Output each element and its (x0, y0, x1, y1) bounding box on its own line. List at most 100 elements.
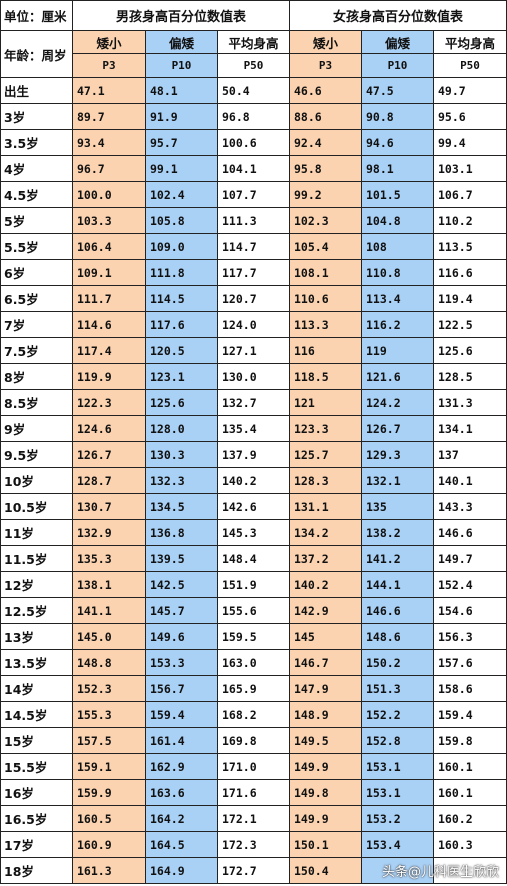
boys-p10-cell: 153.3 (145, 649, 218, 676)
boys-p3-cell: 126.7 (72, 441, 146, 468)
boys-p10-cell: 99.1 (145, 155, 218, 182)
age-cell: 8岁 (0, 363, 73, 390)
girls-p50-cell: 49.7 (433, 77, 507, 104)
girls-p10-cell: 141.2 (361, 545, 434, 572)
girls-p3-cell: 125.7 (289, 441, 362, 468)
age-cell: 13岁 (0, 623, 73, 650)
girls-p50-cell: 122.5 (433, 311, 507, 338)
girls-p3-cell: 46.6 (289, 77, 362, 104)
table-row: 8岁 119.9 123.1 130.0 118.5 121.6 128.5 (0, 363, 507, 390)
girls-p50-cell: 160.1 (433, 753, 507, 780)
girls-p3-cell: 108.1 (289, 259, 362, 286)
girls-p50-cell: 140.1 (433, 467, 507, 494)
boys-p10-cell: 134.5 (145, 493, 218, 520)
girls-p10-cell: 144.1 (361, 571, 434, 598)
girls-p3-label: P3 (289, 53, 362, 78)
boys-p50-cell: 124.0 (217, 311, 290, 338)
boys-p50-cell: 130.0 (217, 363, 290, 390)
boys-p50-cell: 163.0 (217, 649, 290, 676)
boys-p3-cell: 100.0 (72, 181, 146, 208)
boys-p10-cell: 161.4 (145, 727, 218, 754)
girls-p50-cell: 116.6 (433, 259, 507, 286)
age-cell: 10岁 (0, 467, 73, 494)
boys-p10-cell: 163.6 (145, 779, 218, 806)
girls-p50-cell: 125.6 (433, 337, 507, 364)
boys-p10-cell: 164.9 (145, 857, 218, 884)
girls-p3-cell: 149.8 (289, 779, 362, 806)
boys-p10-label: P10 (145, 53, 218, 78)
girls-p10-cell: 108 (361, 233, 434, 260)
boys-p10-cell: 145.7 (145, 597, 218, 624)
girls-p50-label: P50 (433, 53, 507, 78)
age-cell: 5.5岁 (0, 233, 73, 260)
boys-p10-cell: 164.2 (145, 805, 218, 832)
girls-p10-cell: 90.8 (361, 103, 434, 130)
girls-p50-cell: 154.6 (433, 597, 507, 624)
table-row: 14.5岁 155.3 159.4 168.2 148.9 152.2 159.4 (0, 701, 507, 728)
percentile-row: P3 P10 P50 P3 P10 P50 (1, 53, 507, 78)
table-row: 3.5岁 93.4 95.7 100.6 92.4 94.6 99.4 (0, 129, 507, 156)
girls-p10-cell: 104.8 (361, 207, 434, 234)
girls-p50-cell: 159.8 (433, 727, 507, 754)
table-row: 17岁 160.9 164.5 172.3 150.1 153.4 160.3 (0, 831, 507, 858)
boys-p50-cell: 137.9 (217, 441, 290, 468)
boys-p3-cell: 96.7 (72, 155, 146, 182)
boys-p50-cell: 127.1 (217, 337, 290, 364)
girls-p50-cell: 103.1 (433, 155, 507, 182)
table-row: 5.5岁 106.4 109.0 114.7 105.4 108 113.5 (0, 233, 507, 260)
girls-p10-cell: 116.2 (361, 311, 434, 338)
girls-p10-cell: 47.5 (361, 77, 434, 104)
age-cell: 18岁 (0, 857, 73, 884)
boys-p3-cell: 117.4 (72, 337, 146, 364)
boys-p3-cell: 103.3 (72, 207, 146, 234)
boys-p3-cell: 148.8 (72, 649, 146, 676)
table-row: 8.5岁 122.3 125.6 132.7 121 124.2 131.3 (0, 389, 507, 416)
girls-p50-cell: 110.2 (433, 207, 507, 234)
age-cell: 7.5岁 (0, 337, 73, 364)
boys-p3-cell: 155.3 (72, 701, 146, 728)
girls-p10-cell: 150.2 (361, 649, 434, 676)
girls-p3-cell: 146.7 (289, 649, 362, 676)
boys-p3-cell: 93.4 (72, 129, 146, 156)
boys-p10-cell: 142.5 (145, 571, 218, 598)
girls-p50-cell: 95.6 (433, 103, 507, 130)
boys-p10-cell: 117.6 (145, 311, 218, 338)
table-row: 10岁 128.7 132.3 140.2 128.3 132.1 140.1 (0, 467, 507, 494)
boys-p10-cell: 132.3 (145, 467, 218, 494)
table-row: 6.5岁 111.7 114.5 120.7 110.6 113.4 119.4 (0, 285, 507, 312)
girls-p10-cell: 152.8 (361, 727, 434, 754)
girls-p3-cell: 150.4 (289, 857, 362, 884)
table-row: 11岁 132.9 136.8 145.3 134.2 138.2 146.6 (0, 519, 507, 546)
age-cell: 8.5岁 (0, 389, 73, 416)
girls-p50-cell: 157.6 (433, 649, 507, 676)
girls-p50-cell (433, 857, 507, 884)
table-row: 7岁 114.6 117.6 124.0 113.3 116.2 122.5 (0, 311, 507, 338)
girls-p50-cell: 159.4 (433, 701, 507, 728)
girls-p10-cell: 121.6 (361, 363, 434, 390)
girls-p10-cell: 94.6 (361, 129, 434, 156)
girls-below-avg-header: 偏矮 (361, 30, 434, 54)
boys-p10-cell: 136.8 (145, 519, 218, 546)
boys-p50-cell: 165.9 (217, 675, 290, 702)
girls-p50-cell: 99.4 (433, 129, 507, 156)
boys-p50-cell: 151.9 (217, 571, 290, 598)
girls-p50-cell: 152.4 (433, 571, 507, 598)
category-row: 年龄：周岁 矮小 偏矮 平均身高 矮小 偏矮 平均身高 (0, 30, 507, 78)
girls-p50-cell: 134.1 (433, 415, 507, 442)
boys-p10-cell: 159.4 (145, 701, 218, 728)
girls-p3-cell: 149.9 (289, 753, 362, 780)
age-cell: 6岁 (0, 259, 73, 286)
boys-p3-cell: 132.9 (72, 519, 146, 546)
girls-p3-cell: 134.2 (289, 519, 362, 546)
age-cell: 3岁 (0, 103, 73, 130)
boys-p50-cell: 148.4 (217, 545, 290, 572)
table-row: 16.5岁 160.5 164.2 172.1 149.9 153.2 160.2 (0, 805, 507, 832)
boys-p50-cell: 135.4 (217, 415, 290, 442)
boys-p10-cell: 123.1 (145, 363, 218, 390)
girls-p10-cell: 113.4 (361, 285, 434, 312)
age-cell: 12岁 (0, 571, 73, 598)
girls-p3-cell: 149.9 (289, 805, 362, 832)
boys-p10-cell: 139.5 (145, 545, 218, 572)
boys-p50-cell: 172.3 (217, 831, 290, 858)
boys-p3-cell: 152.3 (72, 675, 146, 702)
